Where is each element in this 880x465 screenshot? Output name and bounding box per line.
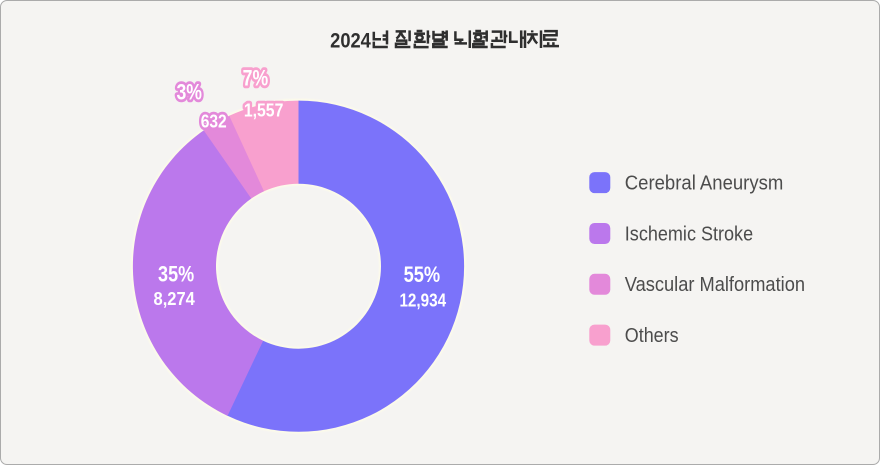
svg-text:3%: 3% (176, 80, 202, 105)
svg-text:8,274: 8,274 (154, 288, 196, 309)
svg-text:2024: 2024 (330, 29, 371, 52)
svg-text:Cerebral Aneurysm: Cerebral Aneurysm (625, 173, 784, 195)
svg-text:632: 632 (201, 111, 227, 132)
svg-text:12,934: 12,934 (399, 289, 446, 310)
svg-text:Vascular Malformation: Vascular Malformation (625, 274, 805, 296)
svg-text:Others: Others (625, 325, 679, 347)
svg-text:55%: 55% (404, 262, 441, 287)
svg-text:Ischemic Stroke: Ischemic Stroke (625, 223, 753, 245)
svg-text:35%: 35% (158, 261, 194, 286)
svg-text:1,557: 1,557 (244, 99, 284, 120)
svg-text:7%: 7% (243, 65, 269, 90)
